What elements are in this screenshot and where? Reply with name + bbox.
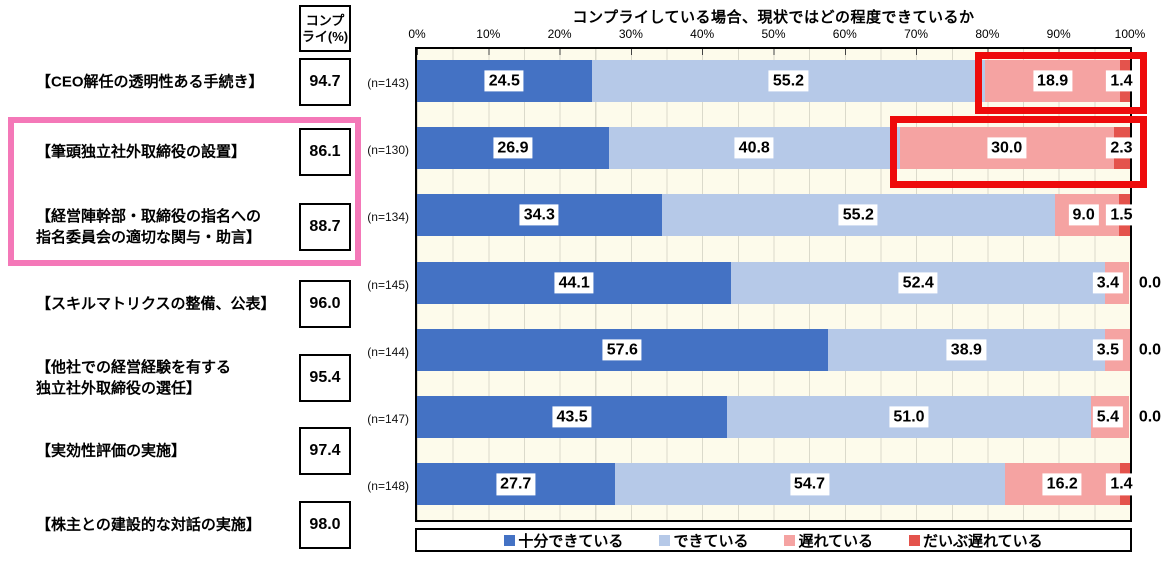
- comply-header-line2: ライ(%): [301, 28, 349, 44]
- bar-value-label: 3.5: [1092, 339, 1124, 361]
- category-label-line: 【他社での経営経験を有する: [36, 358, 232, 376]
- axis-tick-label: 100%: [1114, 27, 1146, 41]
- legend-swatch: [784, 534, 796, 546]
- axis-tick-label: 10%: [476, 27, 501, 41]
- bar-value-label: 1.4: [1106, 473, 1137, 495]
- legend-item: 十分できている: [504, 530, 623, 551]
- bar-value-label: 0.0: [1134, 339, 1166, 361]
- comply-value-box: 96.0: [299, 280, 351, 328]
- bar-value-label: 27.7: [496, 473, 536, 495]
- bar-value-label: 0.0: [1134, 406, 1166, 428]
- axis-tick-label: 40%: [690, 27, 715, 41]
- bar-row: 34.3 55.2 9.0 1.5: [417, 194, 1137, 237]
- category-label-line: 【株主との建設的な対話の実施】: [36, 516, 261, 533]
- bar-value-label: 26.9: [493, 137, 533, 159]
- comply-value-box: 94.7: [299, 58, 351, 106]
- bar-value-label: 55.2: [768, 70, 809, 92]
- bar-value-label: 40.8: [734, 137, 774, 159]
- bar-value-label: 52.4: [898, 271, 938, 294]
- category-label-line: 【スキルマトリクスの整備、公表】: [36, 295, 276, 313]
- bar-value-label: 1.5: [1106, 204, 1137, 226]
- legend-item: だいぶ遅れている: [909, 530, 1043, 551]
- bar-row: 43.5 51.0 5.4 0.0: [417, 396, 1166, 439]
- legend-swatch: [659, 534, 671, 546]
- legend-label: 十分できている: [518, 532, 624, 550]
- axis-tick-marks: [417, 49, 1130, 55]
- bar-value-label: 5.4: [1092, 406, 1124, 428]
- bar-value-label: 51.0: [889, 406, 929, 428]
- category-label-line: 【実効性評価の実施】: [36, 442, 187, 460]
- bar-row: 44.1 52.4 3.4 0.0: [417, 261, 1166, 304]
- comply-value-box: 98.0: [299, 500, 351, 549]
- n-count: (n=147): [367, 412, 409, 427]
- bar-row: 26.9 40.8 30.0 2.3: [417, 126, 1137, 169]
- comply-header-box: コンプ ライ(%): [299, 5, 351, 52]
- category-label: 【CEO解任の透明性ある手続き】: [36, 72, 298, 93]
- category-label-line: 指名委員会の適切な関与・助言】: [36, 229, 262, 246]
- bar-row: 27.7 54.7 16.2 1.4: [417, 463, 1137, 506]
- bar-value-label: 24.5: [484, 70, 524, 92]
- axis-tick-label: 0%: [408, 27, 426, 41]
- comply-value-box: 86.1: [299, 127, 351, 176]
- legend: 十分できている できている 遅れている だいぶ遅れている: [415, 528, 1132, 552]
- bar-value-label: 3.4: [1092, 271, 1124, 294]
- category-label-line: 独立社外取締役の選任】: [36, 379, 202, 397]
- n-count: (n=143): [367, 75, 409, 90]
- category-label-line: 【筆頭独立社外取締役の設置】: [36, 143, 247, 160]
- comply-value-box: 88.7: [299, 203, 351, 251]
- bar-value-label: 38.9: [946, 339, 986, 361]
- bar-value-label: 1.4: [1106, 70, 1137, 92]
- n-count: (n=144): [367, 344, 409, 359]
- legend-label: できている: [673, 532, 749, 550]
- bar-value-label: 0.0: [1134, 271, 1166, 294]
- bar-value-label: 18.9: [1033, 70, 1073, 92]
- axis-tick-label: 90%: [1046, 27, 1071, 41]
- comply-header-line1: コンプ: [305, 12, 345, 28]
- legend-swatch: [504, 534, 516, 546]
- legend-item: 遅れている: [784, 530, 873, 551]
- comply-value-box: 95.4: [299, 353, 351, 402]
- category-label: 【実効性評価の実施】: [36, 441, 298, 462]
- bar-value-label: 30.0: [987, 137, 1027, 159]
- axis-tick-label: 70%: [904, 27, 929, 41]
- legend-item: できている: [659, 530, 748, 551]
- bar-value-label: 16.2: [1042, 473, 1082, 495]
- comply-value-box: 97.4: [299, 427, 351, 475]
- axis-tick-label: 60%: [832, 27, 857, 41]
- category-label-line: 【CEO解任の透明性ある手続き】: [36, 73, 264, 91]
- bar-value-label: 9.0: [1068, 204, 1099, 226]
- bar-value-label: 44.1: [554, 271, 594, 294]
- n-count: (n=145): [367, 277, 409, 292]
- legend-swatch: [909, 534, 921, 546]
- axis-tick-label: 20%: [547, 27, 572, 41]
- n-count: (n=148): [367, 479, 409, 494]
- category-label-line: 【経営陣幹部・取締役の指名への: [36, 208, 262, 225]
- bar-value-label: 43.5: [552, 406, 592, 428]
- n-count: (n=130): [367, 142, 409, 157]
- axis-tick-label: 80%: [975, 27, 1000, 41]
- category-label: 【株主との建設的な対話の実施】: [36, 514, 298, 535]
- bar-value-label: 2.3: [1106, 137, 1137, 159]
- category-label: 【他社での経営経験を有する 独立社外取締役の選任】: [36, 357, 298, 399]
- n-count: (n=134): [367, 210, 409, 225]
- chart-title: コンプライしている場合、現状ではどの程度できているか: [572, 9, 975, 26]
- bar-value-label: 57.6: [602, 339, 642, 361]
- axis-tick-label: 50%: [761, 27, 786, 41]
- category-label: 【スキルマトリクスの整備、公表】: [36, 294, 298, 315]
- bar-value-label: 55.2: [838, 204, 878, 226]
- plot-area: 24.5 55.2 18.9 1.4 26.9 40.8 30.0 2.3 34.3 55.2 9.…: [415, 47, 1166, 522]
- x-axis: 0% 10% 20% 30% 40% 50% 60% 70% 80% 90% 100%: [408, 27, 1145, 42]
- bar-value-label: 54.7: [789, 473, 830, 495]
- category-label: 【筆頭独立社外取締役の設置】: [36, 141, 298, 162]
- bar-row: 24.5 55.2 18.9 1.4: [417, 59, 1137, 102]
- legend-label: 遅れている: [798, 532, 874, 550]
- axis-tick-label: 30%: [618, 27, 643, 41]
- legend-label: だいぶ遅れている: [923, 532, 1043, 550]
- bar-row: 57.6 38.9 3.5 0.0: [417, 328, 1166, 371]
- category-label: 【経営陣幹部・取締役の指名への 指名委員会の適切な関与・助言】: [36, 206, 298, 248]
- bar-value-label: 34.3: [519, 204, 559, 226]
